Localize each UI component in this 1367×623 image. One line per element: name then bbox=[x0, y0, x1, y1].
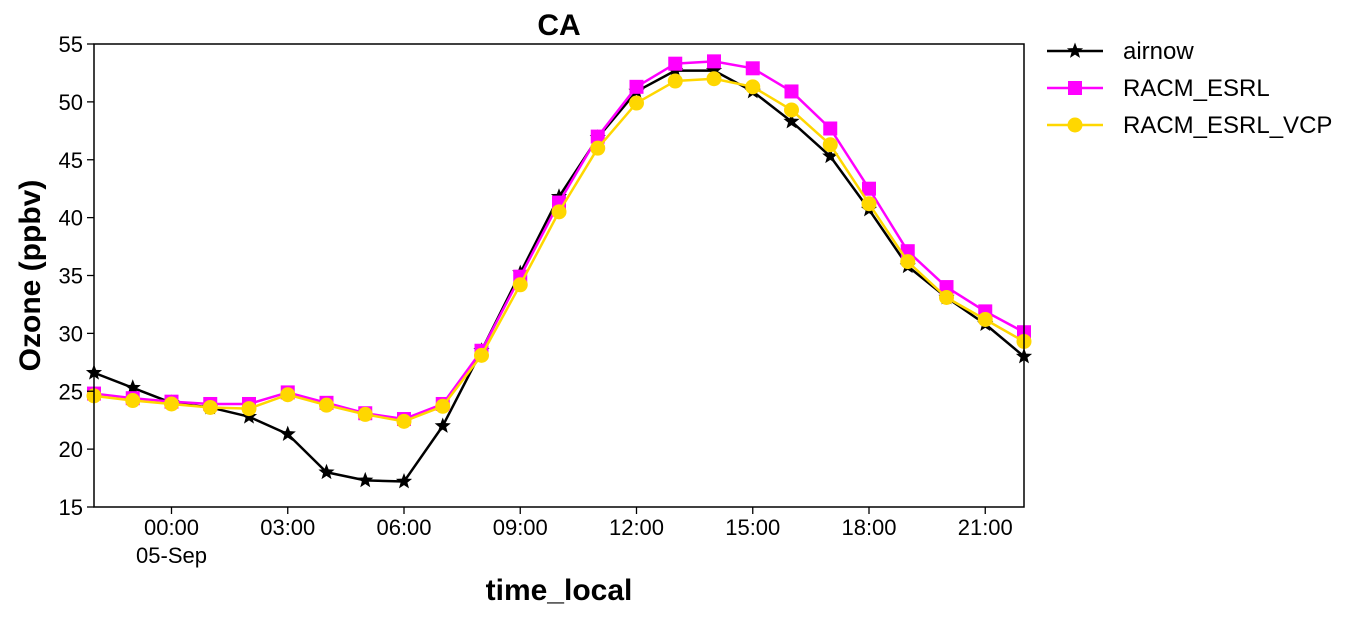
y-tick-label: 50 bbox=[59, 90, 83, 115]
data-point-racm-esrl-vcp bbox=[357, 406, 373, 422]
data-point-airnow bbox=[783, 113, 800, 129]
data-point-racm-esrl-vcp bbox=[125, 393, 141, 409]
series-line-racm-esrl-vcp bbox=[93, 77, 1025, 423]
data-point-racm-esrl-vcp bbox=[202, 399, 218, 415]
data-point-airnow bbox=[822, 147, 839, 164]
y-axis-title: Ozone (ppbv) bbox=[14, 180, 47, 372]
data-point-racm-esrl-vcp bbox=[900, 254, 916, 270]
data-point-racm-esrl-vcp bbox=[512, 277, 528, 293]
x-tick-label: 00:00 bbox=[144, 515, 199, 540]
data-point-racm-esrl-vcp bbox=[164, 396, 179, 412]
data-point-racm-esrl bbox=[707, 54, 721, 69]
data-point-racm-esrl bbox=[939, 280, 954, 295]
y-axis: 15 20 25 30 35 40 45 50 55 bbox=[59, 32, 94, 520]
data-point-racm-esrl bbox=[745, 61, 760, 76]
x-tick-label: 21:00 bbox=[958, 515, 1013, 540]
data-point-racm-esrl-vcp bbox=[319, 397, 334, 413]
data-point-racm-esrl-vcp bbox=[280, 387, 296, 403]
y-tick-label: 55 bbox=[59, 32, 83, 57]
plot-series bbox=[85, 54, 1033, 489]
data-point-racm-esrl-vcp bbox=[977, 311, 993, 327]
data-point-airnow bbox=[279, 425, 296, 441]
y-tick-label: 40 bbox=[59, 206, 83, 231]
x-axis: 00:00 05-Sep 03:00 06:00 09:00 12:00 15:00 18:0… bbox=[136, 507, 1013, 568]
y-tick-label: 30 bbox=[59, 321, 83, 346]
data-point-racm-esrl bbox=[823, 121, 838, 136]
data-point-airnow bbox=[434, 417, 451, 433]
data-point-airnow bbox=[705, 62, 723, 78]
legend-label: airnow bbox=[1123, 38, 1194, 65]
x-tick-label: 12:00 bbox=[609, 515, 664, 540]
data-point-racm-esrl-vcp bbox=[396, 413, 412, 429]
series-airnow bbox=[85, 62, 1033, 489]
data-point-racm-esrl-vcp bbox=[590, 140, 606, 156]
series-line-racm-esrl bbox=[93, 60, 1025, 421]
data-point-racm-esrl-vcp bbox=[745, 79, 761, 95]
y-tick-label: 25 bbox=[59, 379, 83, 404]
series-racm-esrl-vcp bbox=[86, 71, 1032, 429]
legend-marker bbox=[1068, 81, 1082, 95]
data-point-racm-esrl bbox=[629, 79, 644, 94]
data-point-racm-esrl bbox=[668, 56, 683, 71]
x-tick-label: 15:00 bbox=[725, 515, 780, 540]
series-line-airnow bbox=[93, 69, 1025, 483]
data-point-racm-esrl-vcp bbox=[435, 398, 451, 414]
data-point-racm-esrl-vcp bbox=[474, 347, 489, 363]
legend-label: RACM_ESRL bbox=[1123, 75, 1270, 102]
legend: airnow RACM_ESRL RACM_ESRL_VCP bbox=[1047, 38, 1332, 139]
y-tick-label: 45 bbox=[59, 148, 83, 173]
x-tick-label: 03:00 bbox=[260, 515, 315, 540]
data-point-racm-esrl-vcp bbox=[784, 102, 799, 118]
data-point-racm-esrl-vcp bbox=[861, 196, 877, 212]
data-point-airnow bbox=[124, 379, 141, 395]
plot-frame bbox=[93, 43, 1025, 508]
data-point-racm-esrl-vcp bbox=[939, 289, 954, 305]
data-point-racm-esrl bbox=[784, 84, 799, 99]
data-point-racm-esrl-vcp bbox=[667, 73, 683, 89]
legend-item-racm-esrl-vcp: RACM_ESRL_VCP bbox=[1047, 112, 1332, 139]
legend-label: RACM_ESRL_VCP bbox=[1123, 112, 1332, 139]
data-point-racm-esrl bbox=[862, 181, 876, 196]
x-tick-label: 06:00 bbox=[376, 515, 431, 540]
data-point-racm-esrl-vcp bbox=[629, 95, 644, 111]
legend-item-airnow: airnow bbox=[1047, 38, 1194, 65]
data-point-airnow bbox=[395, 473, 413, 489]
data-point-racm-esrl-vcp bbox=[706, 71, 722, 87]
x-tick-label: 18:00 bbox=[841, 515, 896, 540]
legend-marker bbox=[1067, 117, 1083, 133]
x-tick-label: 09:00 bbox=[493, 515, 548, 540]
y-tick-label: 20 bbox=[59, 437, 83, 462]
data-point-racm-esrl-vcp bbox=[241, 401, 257, 417]
legend-marker bbox=[1066, 42, 1084, 58]
y-tick-label: 15 bbox=[59, 495, 83, 520]
data-point-racm-esrl bbox=[590, 129, 605, 144]
data-point-racm-esrl-vcp bbox=[551, 204, 567, 220]
x-axis-title: time_local bbox=[486, 574, 633, 607]
data-point-airnow bbox=[318, 463, 335, 480]
legend-item-racm-esrl: RACM_ESRL bbox=[1047, 75, 1270, 102]
x-tick-sublabel: 05-Sep bbox=[136, 543, 207, 568]
data-point-racm-esrl-vcp bbox=[822, 137, 838, 153]
data-point-airnow bbox=[357, 471, 374, 488]
y-tick-label: 35 bbox=[59, 264, 83, 289]
chart-title: CA bbox=[537, 9, 580, 42]
